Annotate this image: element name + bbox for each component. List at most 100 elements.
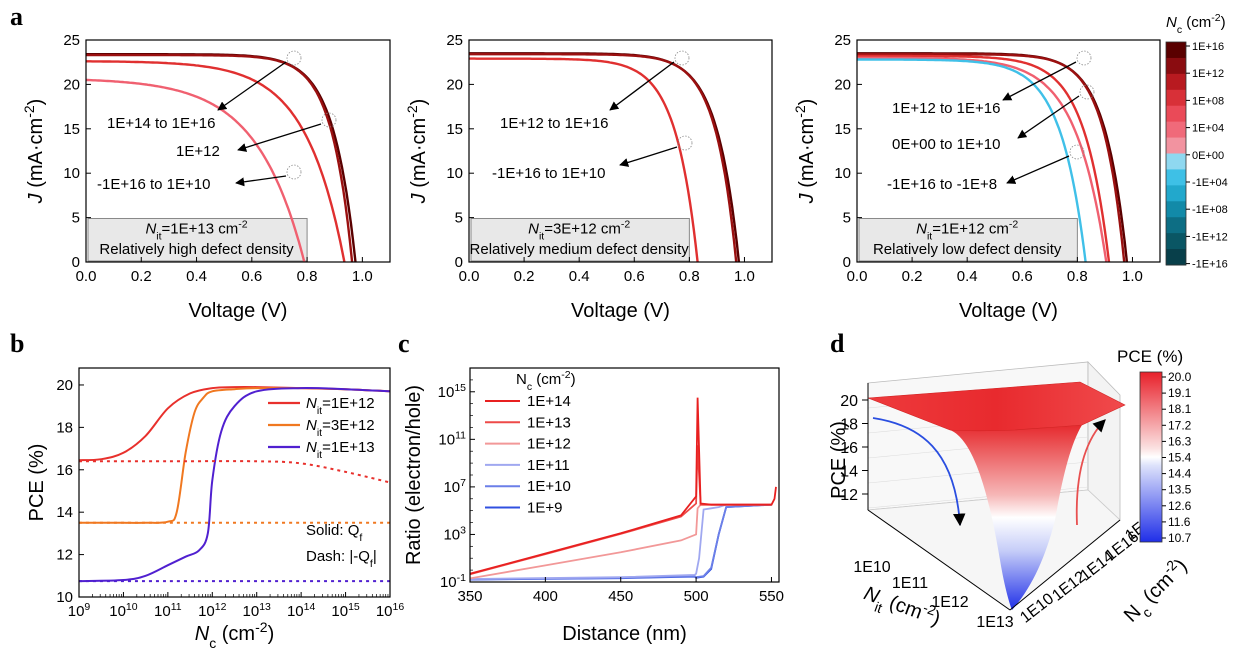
x-tick-label: 0.0 <box>76 268 97 285</box>
pce-colorbar-tick-label: 13.5 <box>1168 483 1192 497</box>
annotation-label: -1E+16 to -1E+8 <box>887 176 997 193</box>
z-axis-label: PCE (%) <box>828 421 850 499</box>
panel-label-b: b <box>10 329 24 358</box>
y-tick-label: 20 <box>56 377 73 394</box>
colorbar-title: Nc (cm-2) <box>1166 12 1226 36</box>
pce-colorbar-title: PCE (%) <box>1117 347 1183 366</box>
z-tick-label: 20 <box>840 393 858 410</box>
y-axis-label: J (mA·cm-2) <box>21 99 47 205</box>
z-tick-label: 14 <box>840 464 858 481</box>
x-tick-label: 0.0 <box>459 268 480 285</box>
knee-marker <box>674 50 690 66</box>
pce-colorbar-tick-label: 16.3 <box>1168 434 1192 448</box>
y-tick-label: 10 <box>63 165 80 182</box>
jv-curve <box>469 53 738 263</box>
info-box <box>858 217 1078 262</box>
x-tick-label: 1011 <box>154 601 182 620</box>
y-axis <box>1009 519 1121 611</box>
y-tick-label: 0 <box>843 254 851 271</box>
colorbar-tick-label: -1E+08 <box>1192 204 1228 216</box>
info-box-line2: Relatively high defect density <box>99 241 294 258</box>
y-axis-label: Ratio (electron/hole) <box>403 385 425 565</box>
y-tick-label: 25 <box>446 32 463 49</box>
colorbar-segment <box>1166 233 1186 250</box>
x-tick-label: 1010 <box>109 601 138 620</box>
y-tick-label: 12 <box>56 547 73 564</box>
x-tick-label: 1014 <box>287 601 316 620</box>
series-line <box>78 387 391 583</box>
panel-label-d: d <box>830 329 845 358</box>
knee-marker <box>677 135 693 151</box>
pce-colorbar-tick-label: 19.1 <box>1168 386 1192 400</box>
pce-colorbar <box>1139 371 1163 543</box>
y-tick-label: 15 <box>63 121 80 138</box>
series-line <box>470 503 772 580</box>
annotation-label: 0E+00 to 1E+10 <box>892 136 1000 153</box>
colorbar-tick-label: 1E+16 <box>1192 41 1224 53</box>
y-tick-label: 5 <box>455 210 463 227</box>
x-tick-label: 1012 <box>198 601 227 620</box>
x-tick-label: 1.0 <box>352 268 373 285</box>
x-tick-label: 109 <box>68 601 91 620</box>
colorbar-segment <box>1166 42 1186 59</box>
x-tick-label: 0.4 <box>186 268 207 285</box>
pce-colorbar-tick-label: 14.4 <box>1168 467 1192 481</box>
annotation-label: -1E+16 to 1E+10 <box>97 176 210 193</box>
x-tick-label: 0.4 <box>569 268 590 285</box>
jv-curve <box>86 60 346 263</box>
y-axis-label: PCE (%) <box>26 444 48 522</box>
jv-curve <box>857 58 1087 263</box>
colorbar-tick-label: -1E+16 <box>1192 259 1228 271</box>
x-tick-label: 0.6 <box>624 268 645 285</box>
x-tick-label: 1E10 <box>853 559 890 576</box>
x-tick-label: 1015 <box>331 601 360 620</box>
colorbar-tick-label: 1E+12 <box>1192 68 1224 80</box>
colorbar-segment <box>1166 137 1186 154</box>
note-solid: Solid: Qf <box>306 522 362 544</box>
legend-label: Nit=3E+12 <box>306 417 375 439</box>
y-tick-label: 0 <box>455 254 463 271</box>
knee-marker <box>286 164 302 180</box>
x-tick-label: 0.8 <box>1067 268 1088 285</box>
colorbar-segment <box>1166 89 1186 107</box>
x-tick-label: 1.0 <box>734 268 755 285</box>
annotation-arrow <box>1002 61 1077 101</box>
y-tick-label: 18 <box>56 419 73 436</box>
surface-funnel <box>950 425 1082 610</box>
knee-marker <box>321 112 337 128</box>
x-tick-label: 0.2 <box>514 268 535 285</box>
pce-colorbar-tick-label: 20.0 <box>1168 370 1192 384</box>
annotation-arrow <box>609 61 675 111</box>
y-tick-label: 5 <box>843 210 851 227</box>
legend-label: 1E+9 <box>527 500 562 517</box>
plot-frame <box>78 367 391 598</box>
y-tick-label: 25 <box>63 32 80 49</box>
y-tick-label: 10 <box>834 165 851 182</box>
plot-frame <box>856 39 1161 263</box>
knee-marker <box>1079 84 1095 100</box>
x-axis-label: Distance (nm) <box>562 623 686 645</box>
info-box-line1: Nit=1E+12 cm-2 <box>916 219 1018 243</box>
legend-label: Nit=1E+13 <box>306 439 375 461</box>
x-tick-label: 0.6 <box>1012 268 1033 285</box>
y-tick-label: 25 <box>834 32 851 49</box>
annotation-arrow <box>1006 155 1070 184</box>
y-axis-label: J (mA·cm-2) <box>792 99 818 205</box>
y-tick-label: 10 <box>446 165 463 182</box>
y-tick-label: 10-1 <box>440 572 466 591</box>
y-tick-label: 10 <box>56 589 73 606</box>
y-tick-label: 107 <box>443 477 466 496</box>
annotation-label: -1E+16 to 1E+10 <box>492 165 605 182</box>
surface-top <box>867 381 1126 432</box>
colorbar-frame <box>1165 41 1187 266</box>
pce-colorbar-tick-label: 11.6 <box>1168 515 1191 529</box>
annotation-arrow <box>235 175 287 187</box>
jv-curve <box>857 56 1108 263</box>
colorbar-segment <box>1166 185 1186 202</box>
colorbar-tick-label: 0E+00 <box>1192 150 1224 162</box>
pce-colorbar-tick-label: 18.1 <box>1168 402 1192 416</box>
x-tick-label: 0.2 <box>131 268 152 285</box>
